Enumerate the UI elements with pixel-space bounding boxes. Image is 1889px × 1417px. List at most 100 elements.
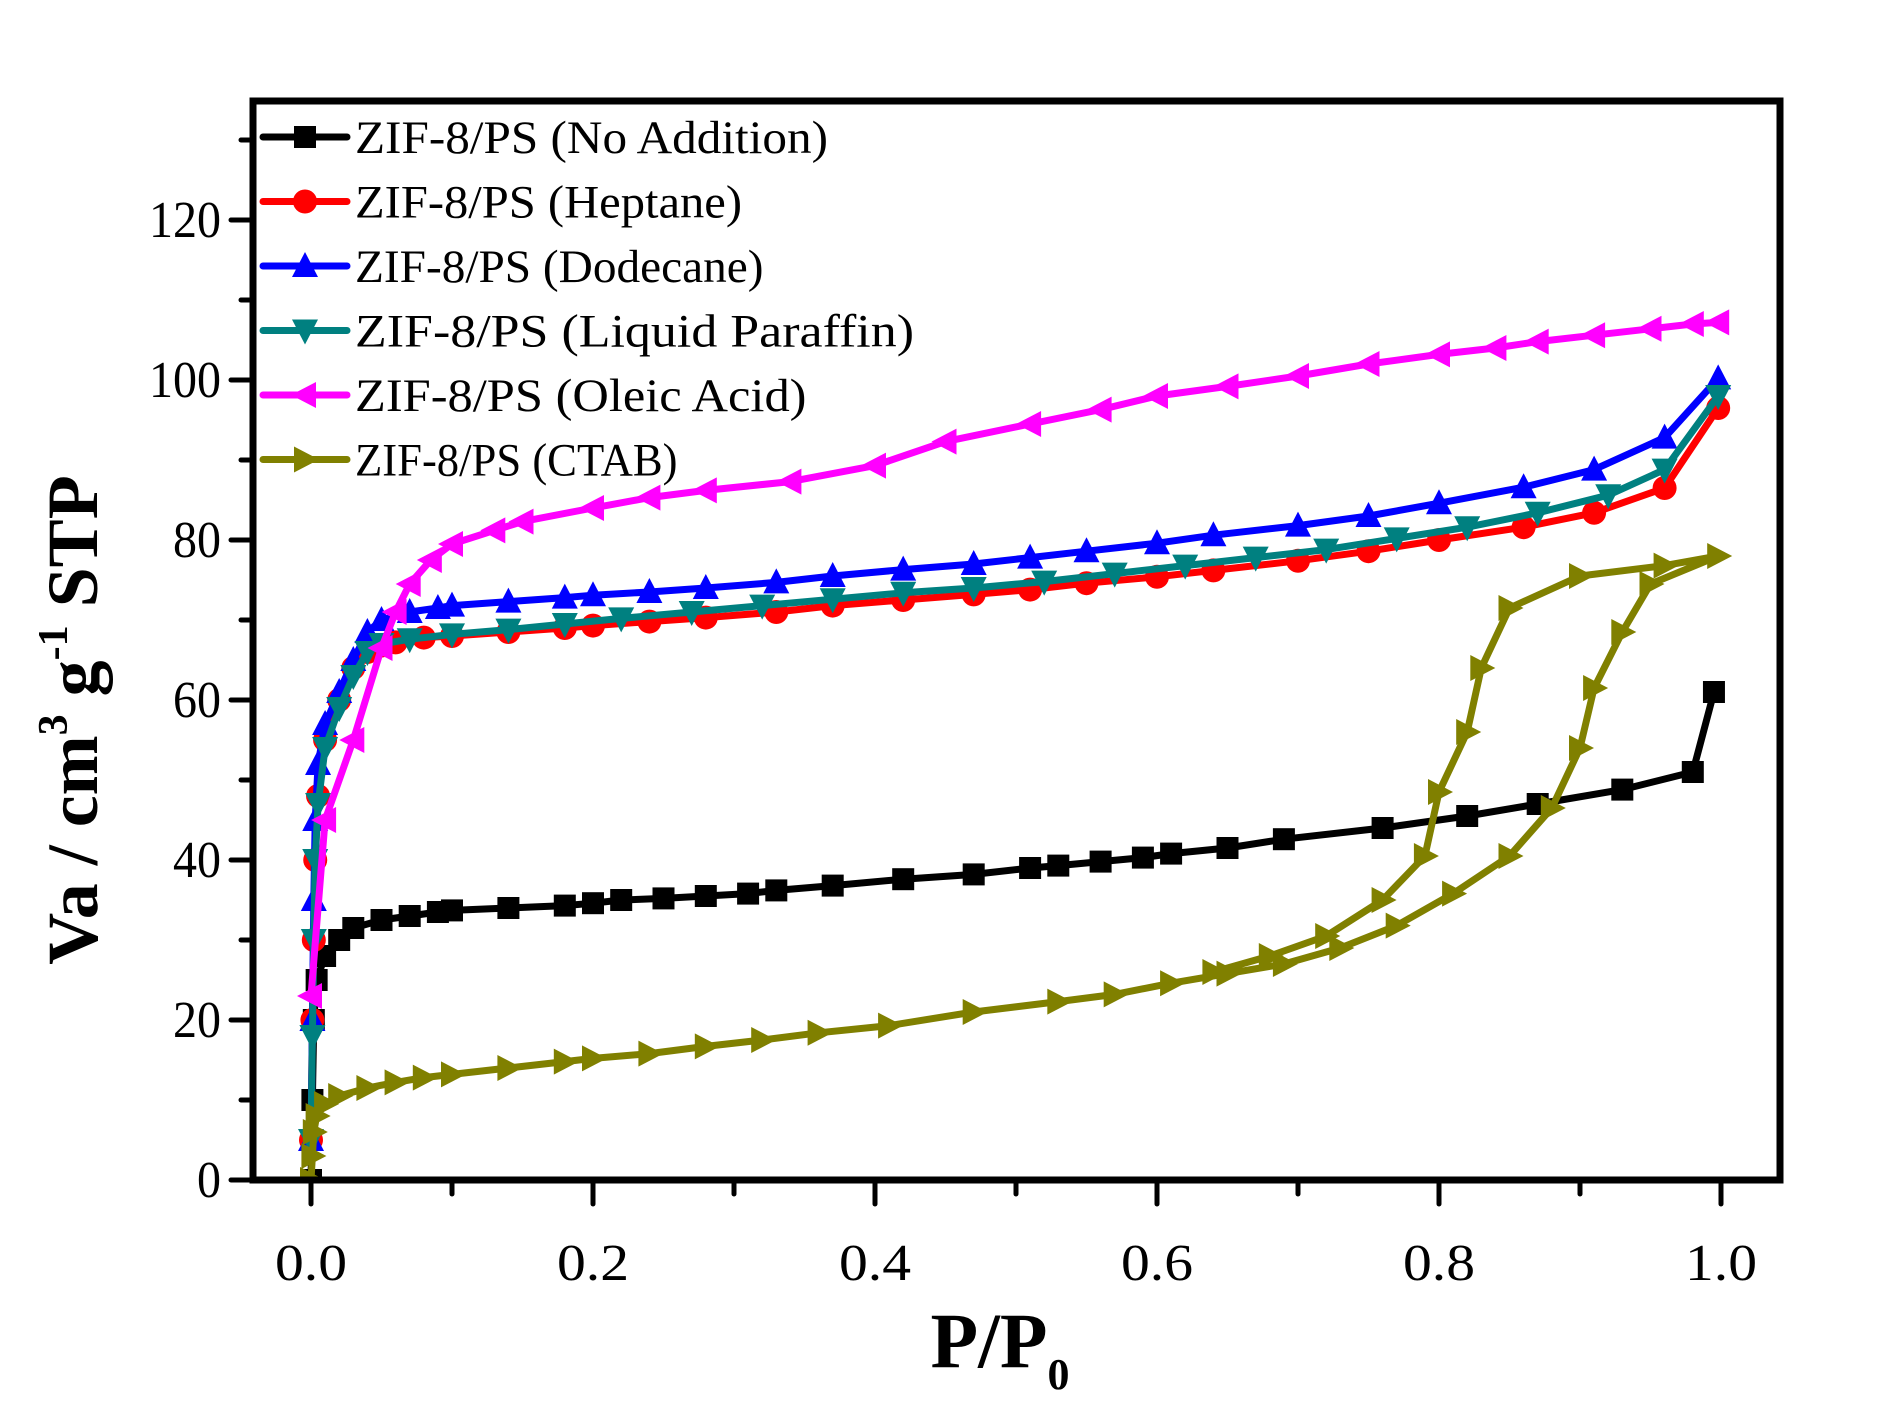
data-point	[1425, 341, 1450, 368]
data-point	[1047, 854, 1070, 877]
legend-entry: ZIF-8/PS (Liquid Paraffin)	[259, 306, 914, 358]
data-point	[1213, 373, 1239, 400]
x-tick-label: 0.2	[557, 1235, 629, 1292]
axes: 0.0 0.2 0.4 0.6 0.8 1.0 0 20 40 60 80 100 120	[149, 97, 1784, 1292]
data-point	[1580, 322, 1606, 349]
data-point	[1524, 501, 1551, 527]
data-point	[1581, 455, 1608, 481]
data-point	[301, 1143, 327, 1169]
data-point	[553, 1048, 579, 1075]
y-axis-title-part: g	[33, 660, 113, 714]
data-point	[1200, 521, 1227, 547]
legend-label: ZIF-8/PS (Liquid Paraffin)	[355, 306, 914, 358]
data-point	[495, 587, 522, 613]
data-point	[1031, 570, 1058, 596]
data-point	[1510, 473, 1537, 499]
plot-area	[297, 309, 1733, 1180]
series-zif-8-ps-heptane	[299, 396, 1731, 1152]
data-point	[396, 628, 423, 654]
data-point	[367, 635, 393, 661]
data-point	[480, 517, 506, 544]
data-point	[1016, 411, 1042, 437]
legend-entry: ZIF-8/PS (Heptane)	[259, 177, 742, 229]
data-point	[1636, 315, 1662, 342]
x-tick-label: 0.6	[1121, 1235, 1193, 1292]
data-point	[340, 665, 367, 690]
data-point	[582, 1045, 607, 1072]
legend-entry: ZIF-8/PS (No Addition)	[259, 112, 828, 164]
data-point	[441, 1061, 466, 1088]
data-point	[1315, 923, 1341, 949]
data-point	[1131, 846, 1154, 869]
series-zif-8-ps-no-addition	[300, 681, 1725, 1180]
data-point	[1086, 396, 1112, 423]
y-axis-title: Va / cm3 g-1 STP	[31, 475, 113, 964]
data-point	[1705, 385, 1732, 410]
legend-entry: ZIF-8/PS (Dodecane)	[259, 241, 764, 293]
data-point	[1498, 843, 1524, 869]
data-point	[495, 618, 522, 644]
data-point	[582, 892, 604, 915]
data-point	[861, 452, 886, 479]
data-point	[763, 568, 790, 594]
data-point	[1258, 943, 1284, 969]
legend-label: ZIF-8/PS (Heptane)	[355, 177, 742, 229]
data-point	[1383, 527, 1410, 553]
data-point	[1653, 552, 1679, 579]
legend-entry: ZIF-8/PS (Oleic Acid)	[259, 370, 807, 422]
data-point	[1216, 960, 1242, 987]
data-point	[314, 1091, 340, 1117]
data-point	[356, 1075, 382, 1101]
data-point	[692, 574, 719, 599]
data-point	[652, 887, 675, 910]
legend-label: ZIF-8/PS (Dodecane)	[355, 241, 764, 293]
data-point	[579, 495, 604, 521]
data-point	[1103, 981, 1129, 1008]
data-point	[342, 917, 365, 939]
series-line	[307, 374, 1722, 1144]
y-tick-label: 40	[173, 832, 221, 889]
series-group	[297, 309, 1733, 1180]
data-point	[508, 508, 534, 535]
data-point	[1371, 817, 1394, 839]
data-point	[1498, 595, 1524, 621]
data-point	[1652, 476, 1677, 500]
x-axis-title-subscript: 0	[1047, 1350, 1069, 1399]
data-point	[326, 697, 353, 722]
data-point	[1454, 516, 1481, 542]
data-point	[737, 882, 760, 905]
data-point	[305, 793, 332, 818]
legend-label: ZIF-8/PS (Oleic Acid)	[355, 370, 807, 422]
data-point	[635, 484, 661, 511]
data-point	[398, 905, 421, 927]
y-axis-title-part: Va / cm	[33, 735, 113, 964]
data-point	[1413, 843, 1439, 869]
data-point	[1017, 543, 1044, 569]
y-tick-label: 20	[173, 992, 221, 1049]
data-point	[749, 594, 776, 620]
x-tick-label: 1.0	[1685, 1235, 1757, 1292]
x-axis-title: P/P0	[931, 1297, 1070, 1399]
y-tick-label: 60	[173, 672, 221, 729]
data-point	[1651, 458, 1678, 484]
data-point	[821, 874, 844, 897]
y-axis-title-superscript: -1	[31, 625, 77, 660]
data-point	[1355, 502, 1382, 527]
y-axis-title-part: STP	[33, 475, 113, 625]
data-point	[551, 613, 578, 638]
data-point	[1216, 837, 1239, 859]
data-point	[297, 983, 322, 1009]
data-point	[1371, 887, 1397, 913]
legend-marker	[294, 126, 316, 148]
data-point	[892, 868, 915, 891]
data-point	[1019, 857, 1042, 879]
data-point	[1639, 571, 1665, 597]
legend: ZIF-8/PS (No Addition) ZIF-8/PS (Heptane)…	[259, 112, 914, 487]
data-point	[1456, 719, 1482, 745]
data-point	[960, 577, 987, 602]
data-point	[1284, 363, 1309, 389]
data-point	[960, 550, 987, 575]
data-point	[1089, 850, 1112, 873]
data-point	[441, 899, 463, 922]
data-point	[691, 477, 717, 504]
